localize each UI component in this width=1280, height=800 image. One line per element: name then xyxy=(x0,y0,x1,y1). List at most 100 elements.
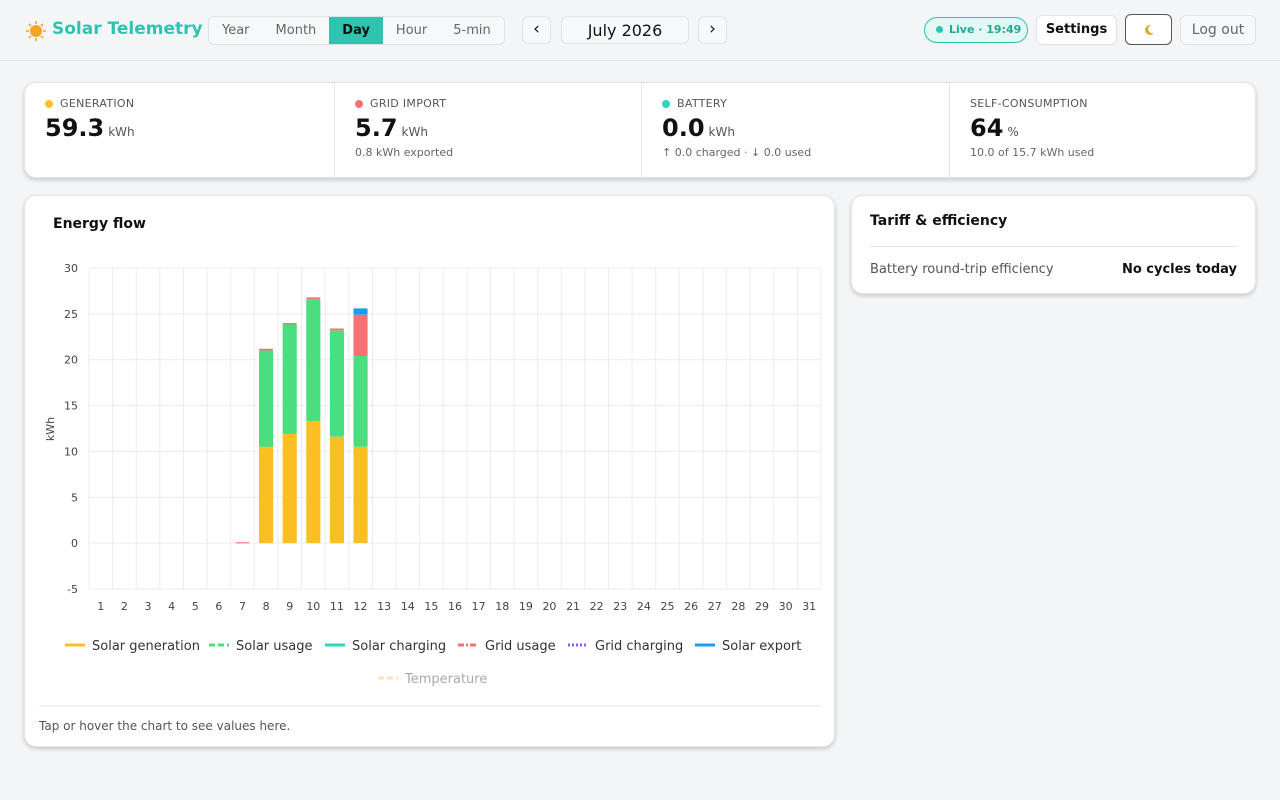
bar-segment xyxy=(306,297,321,300)
tariff-value: No cycles today xyxy=(1121,262,1237,277)
bar-segment xyxy=(329,330,345,437)
bar-segment xyxy=(306,421,321,544)
stat-number: 0.0 xyxy=(662,114,705,142)
x-tick-label: 12 xyxy=(354,600,368,613)
settings-button[interactable]: Settings xyxy=(1036,15,1117,45)
legend-label[interactable]: Grid charging xyxy=(595,639,683,654)
prev-button[interactable]: ‹ xyxy=(522,16,551,44)
stat-label-text: GRID IMPORT xyxy=(370,97,447,110)
y-tick-label: 20 xyxy=(64,354,78,367)
y-tick-label: 5 xyxy=(71,491,78,504)
tab[interactable]: Year xyxy=(222,23,250,38)
legend-label[interactable]: Grid usage xyxy=(485,639,556,654)
stat-unit: kWh xyxy=(108,125,135,139)
theme-button[interactable] xyxy=(1125,14,1172,45)
stat-label: SELF-CONSUMPTION xyxy=(970,97,1237,110)
bar-segment xyxy=(282,323,297,435)
y-tick-label: 10 xyxy=(64,445,78,458)
x-tick-label: 17 xyxy=(472,600,486,613)
x-tick-label: 23 xyxy=(613,600,627,613)
x-tick-label: 28 xyxy=(731,600,745,613)
period[interactable]: July 2026 xyxy=(561,16,689,44)
tab[interactable]: 5-min xyxy=(453,23,491,38)
chart-card: Energy flow kWh Tap or hover the chart t… xyxy=(24,195,835,747)
y-tick-label: -5 xyxy=(67,583,78,596)
x-tick-label: 2 xyxy=(121,600,128,613)
stat: SELF-CONSUMPTION 64% 10.0 of 15.7 kWh used xyxy=(949,83,1257,179)
stat-value: 5.7 kWh xyxy=(355,114,621,142)
live-badge: Live · 19:49 xyxy=(924,17,1028,43)
brand: Solar Telemetry xyxy=(52,19,203,39)
stat-label: BATTERY xyxy=(662,97,929,110)
bar-segment xyxy=(329,436,345,544)
y-tick-label: 25 xyxy=(64,308,78,321)
live-text: Live · 19:49 xyxy=(949,23,1022,36)
x-tick-label: 18 xyxy=(495,600,509,613)
x-tick-label: 1 xyxy=(97,600,104,613)
bar-segment xyxy=(259,446,274,544)
stat-number: 5.7 xyxy=(355,114,398,142)
x-tick-label: 5 xyxy=(192,600,199,613)
bar-segment xyxy=(353,356,368,447)
stat: BATTERY 0.0 kWh ↑ 0.0 charged · ↓ 0.0 used xyxy=(641,83,949,179)
stat-label: GENERATION xyxy=(45,97,314,110)
divider xyxy=(870,246,1238,247)
x-tick-label: 16 xyxy=(448,600,462,613)
legend-label[interactable]: Solar usage xyxy=(236,639,313,654)
stat-sub: ↑ 0.0 charged · ↓ 0.0 used xyxy=(662,146,812,159)
x-tick-label: 10 xyxy=(306,600,320,613)
legend-label[interactable]: Solar charging xyxy=(352,639,446,654)
stat-value: 59.3 kWh xyxy=(45,114,314,142)
x-tick-label: 13 xyxy=(377,600,391,613)
tab[interactable]: Day xyxy=(329,17,383,44)
y-tick-label: 30 xyxy=(64,262,78,275)
stat-sub: 10.0 of 15.7 kWh used xyxy=(970,146,1095,159)
x-tick-label: 4 xyxy=(168,600,175,613)
next-button[interactable]: › xyxy=(698,16,727,44)
stat-label-text: GENERATION xyxy=(60,97,135,110)
bar-segment xyxy=(353,314,368,357)
x-tick-label: 9 xyxy=(286,600,293,613)
x-tick-label: 22 xyxy=(590,600,604,613)
x-tick-label: 6 xyxy=(215,600,222,613)
stat-value: 0.0 kWh xyxy=(662,114,929,142)
chart: Energy flow kWh Tap or hover the chart t… xyxy=(38,216,822,733)
x-tick-label: 14 xyxy=(401,600,415,613)
legend-label[interactable]: Solar generation xyxy=(92,639,200,654)
tab[interactable]: Month xyxy=(275,23,317,38)
x-tick-label: 25 xyxy=(661,600,675,613)
x-tick-label: 8 xyxy=(263,600,270,613)
x-tick-label: 24 xyxy=(637,600,651,613)
stats-card: GENERATION 59.3 kWh GRID IMPORT 5.7 kWh 0.8 kW… xyxy=(24,82,1257,179)
tariff-card: Tariff & efficiency Battery round-trip e… xyxy=(851,195,1256,294)
stat-dot xyxy=(355,99,363,108)
stat-dot xyxy=(662,99,670,108)
stat: GRID IMPORT 5.7 kWh 0.8 kWh exported xyxy=(334,83,641,179)
y-tick-label: 15 xyxy=(64,400,78,413)
stat-label-text: BATTERY xyxy=(677,97,728,110)
x-tick-label: 21 xyxy=(566,600,580,613)
x-tick-label: 7 xyxy=(239,600,246,613)
stat-number: 64 xyxy=(970,114,1004,142)
bar-segment xyxy=(282,323,297,325)
bar-segment xyxy=(329,328,345,331)
stat-number: 59.3 xyxy=(45,114,105,142)
bar-segment xyxy=(235,542,250,544)
bar-segment xyxy=(259,350,274,447)
tab[interactable]: Hour xyxy=(395,23,428,38)
bar-segment xyxy=(282,434,297,544)
chart-title: Energy flow xyxy=(53,216,146,232)
y-axis-label: kWh xyxy=(44,417,57,441)
legend-label[interactable]: Solar export xyxy=(722,639,801,654)
header: Solar Telemetry Year Month Day Hour 5-min ‹ … xyxy=(0,0,1280,61)
legend-label[interactable]: Temperature xyxy=(404,672,487,687)
chart-footer: Tap or hover the chart to see values her… xyxy=(38,719,290,733)
stat-unit: kWh xyxy=(401,125,428,139)
x-tick-label: 3 xyxy=(145,600,152,613)
stat-value: 64% xyxy=(970,114,1237,142)
x-tick-label: 20 xyxy=(542,600,556,613)
x-tick-label: 26 xyxy=(684,600,698,613)
tabs: Year Month Day Hour 5-min xyxy=(208,16,505,45)
logout-button[interactable]: Log out xyxy=(1180,15,1256,45)
x-tick-label: 19 xyxy=(519,600,533,613)
